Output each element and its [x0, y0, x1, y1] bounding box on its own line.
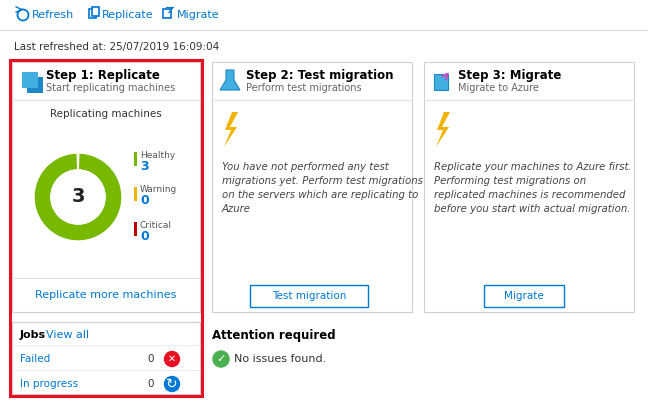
Text: Step 2: Test migration: Step 2: Test migration — [246, 69, 393, 82]
Text: Migrate: Migrate — [177, 10, 220, 20]
Text: Migrate to Azure: Migrate to Azure — [458, 83, 539, 93]
Text: Step 1: Replicate: Step 1: Replicate — [46, 69, 160, 82]
Text: ↻: ↻ — [166, 377, 178, 391]
Text: In progress: In progress — [20, 379, 78, 389]
FancyBboxPatch shape — [424, 62, 634, 312]
Text: Last refreshed at: 25/07/2019 16:09:04: Last refreshed at: 25/07/2019 16:09:04 — [14, 42, 219, 52]
Polygon shape — [220, 70, 240, 90]
FancyBboxPatch shape — [27, 77, 43, 93]
Text: 3: 3 — [71, 187, 85, 206]
Text: Replicate more machines: Replicate more machines — [35, 290, 177, 300]
Text: Jobs: Jobs — [20, 330, 46, 340]
Circle shape — [165, 377, 179, 391]
Wedge shape — [34, 153, 122, 241]
FancyBboxPatch shape — [434, 74, 448, 90]
Text: Replicate: Replicate — [102, 10, 154, 20]
Text: Start replicating machines: Start replicating machines — [46, 83, 175, 93]
FancyBboxPatch shape — [134, 222, 137, 236]
FancyBboxPatch shape — [212, 62, 412, 312]
Text: ✕: ✕ — [168, 354, 176, 364]
Text: Replicating machines: Replicating machines — [50, 109, 162, 119]
Text: Failed: Failed — [20, 354, 51, 364]
Text: Healthy: Healthy — [140, 151, 175, 160]
Text: 0: 0 — [147, 379, 154, 389]
FancyBboxPatch shape — [12, 62, 200, 312]
Text: Attention required: Attention required — [212, 330, 336, 343]
Text: 3: 3 — [140, 160, 148, 173]
Text: 0: 0 — [140, 194, 149, 208]
FancyBboxPatch shape — [0, 0, 648, 30]
Text: Refresh: Refresh — [32, 10, 75, 20]
Polygon shape — [224, 112, 238, 147]
FancyBboxPatch shape — [134, 152, 137, 166]
FancyBboxPatch shape — [12, 322, 200, 394]
Text: Critical: Critical — [140, 221, 172, 229]
Text: Replicate your machines to Azure first.
Performing test migrations on
replicated: Replicate your machines to Azure first. … — [434, 162, 632, 214]
Circle shape — [165, 351, 179, 366]
Text: You have not performed any test
migrations yet. Perform test migrations
on the s: You have not performed any test migratio… — [222, 162, 423, 214]
FancyBboxPatch shape — [484, 285, 564, 307]
Wedge shape — [76, 151, 80, 172]
Polygon shape — [436, 112, 450, 147]
Text: ✓: ✓ — [216, 354, 226, 364]
Text: No issues found.: No issues found. — [234, 354, 326, 364]
FancyBboxPatch shape — [22, 72, 38, 88]
FancyBboxPatch shape — [250, 285, 368, 307]
FancyBboxPatch shape — [92, 7, 99, 16]
FancyBboxPatch shape — [134, 187, 137, 201]
Text: View all: View all — [46, 330, 89, 340]
Text: Migrate: Migrate — [504, 291, 544, 301]
Circle shape — [51, 170, 105, 224]
Circle shape — [213, 351, 229, 367]
Text: Step 3: Migrate: Step 3: Migrate — [458, 69, 561, 82]
Text: Perform test migrations: Perform test migrations — [246, 83, 362, 93]
Text: Test migration: Test migration — [272, 291, 346, 301]
Text: 0: 0 — [147, 354, 154, 364]
Text: Warning: Warning — [140, 185, 178, 194]
Text: 0: 0 — [140, 229, 149, 242]
